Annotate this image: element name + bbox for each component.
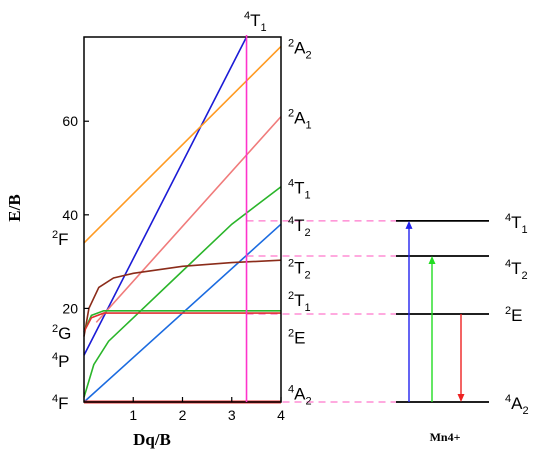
transition-arrowhead — [405, 220, 413, 229]
level-label-4T1: 4T1 — [505, 212, 528, 236]
energy-level-diagram: 4T1 4T2 2E 4A2 — [396, 212, 529, 417]
level-diagram-title: Mn4+ — [430, 430, 461, 444]
y-tick-label: 60 — [62, 113, 78, 129]
x-tick-label: 3 — [228, 407, 236, 423]
series-2A2-line — [83, 45, 282, 244]
axis-ticks: 1 2 3 4 20 40 60 — [62, 113, 285, 423]
series-2A1-line — [95, 116, 282, 323]
right-term-label-4A2: 4A2 — [288, 384, 312, 408]
x-axis-label: Dq/B — [133, 430, 171, 449]
y-axis-label: E/B — [5, 194, 24, 221]
term-labels: 2F 2G 4P 4F 2A2 2A1 4T1 4T2 2T2 2T1 2E 4A2 4T1 — [52, 10, 312, 413]
level-label-2E: 2E — [505, 305, 522, 325]
series-4T1-line — [83, 186, 282, 398]
right-term-label-2A2: 2A2 — [288, 37, 312, 61]
left-term-label-4P: 4P — [52, 351, 69, 371]
plot-frame — [83, 36, 282, 403]
right-term-label-2A1: 2A1 — [288, 108, 312, 132]
x-tick-label: 1 — [129, 407, 137, 423]
x-tick-label: 4 — [277, 407, 285, 423]
level-label-4T2: 4T2 — [505, 258, 528, 282]
series-2T2-line — [83, 259, 282, 337]
right-term-label-4T2: 4T2 — [288, 215, 311, 239]
series-4T1-line — [83, 36, 248, 356]
level-label-4A2: 4A2 — [505, 393, 529, 417]
y-tick-label: 40 — [62, 207, 78, 223]
right-term-label-2E: 2E — [288, 327, 305, 347]
left-term-label-4F: 4F — [52, 393, 69, 413]
top-term-label: 4T1 — [244, 10, 267, 34]
left-term-label-2G: 2G — [52, 323, 71, 343]
transition-arrowhead — [457, 394, 465, 402]
energy-curves — [83, 36, 282, 404]
right-term-label-4T1: 4T1 — [288, 178, 311, 202]
left-term-label-2F: 2F — [52, 229, 69, 249]
right-term-label-2T2: 2T2 — [288, 257, 311, 281]
x-tick-label: 2 — [179, 407, 187, 423]
transition-arrowhead — [428, 256, 436, 264]
y-tick-label: 20 — [62, 300, 78, 316]
series-2E-line — [83, 312, 281, 333]
right-term-label-2T1: 2T1 — [288, 290, 311, 314]
